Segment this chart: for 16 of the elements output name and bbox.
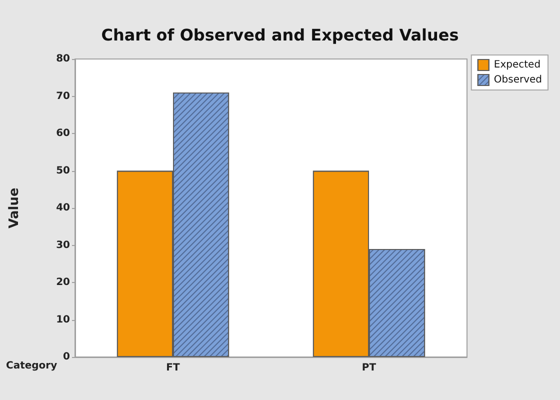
x-axis-title: Category bbox=[6, 360, 58, 372]
y-tick-label: 10 bbox=[56, 314, 70, 326]
legend-label: Expected bbox=[494, 60, 541, 70]
y-tick-label: 40 bbox=[56, 202, 70, 214]
y-axis-title: Value bbox=[7, 187, 22, 228]
y-tick-label: 60 bbox=[56, 128, 70, 139]
y-tick-label: 50 bbox=[56, 165, 70, 176]
y-tick-label: 20 bbox=[56, 277, 70, 288]
x-tick-label: PT bbox=[362, 362, 376, 374]
y-tick-label: 0 bbox=[63, 352, 70, 362]
y-tick-label: 30 bbox=[56, 240, 70, 251]
y-tick-label: 70 bbox=[56, 90, 70, 102]
x-tick-label: FT bbox=[166, 362, 180, 374]
legend-label: Observed bbox=[494, 74, 542, 86]
chart-title: Chart of Observed and Expected Values bbox=[101, 26, 459, 44]
y-tick-label: 80 bbox=[56, 54, 70, 64]
